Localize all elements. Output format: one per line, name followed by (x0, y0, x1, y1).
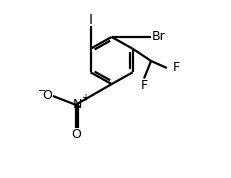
Text: I: I (88, 13, 92, 27)
Text: O: O (70, 128, 80, 141)
Text: F: F (140, 79, 147, 92)
Text: N: N (73, 98, 82, 111)
Text: Br: Br (151, 30, 165, 43)
Text: F: F (172, 61, 179, 74)
Text: O: O (42, 89, 52, 102)
Text: +: + (81, 93, 89, 103)
Text: −: − (38, 86, 46, 96)
